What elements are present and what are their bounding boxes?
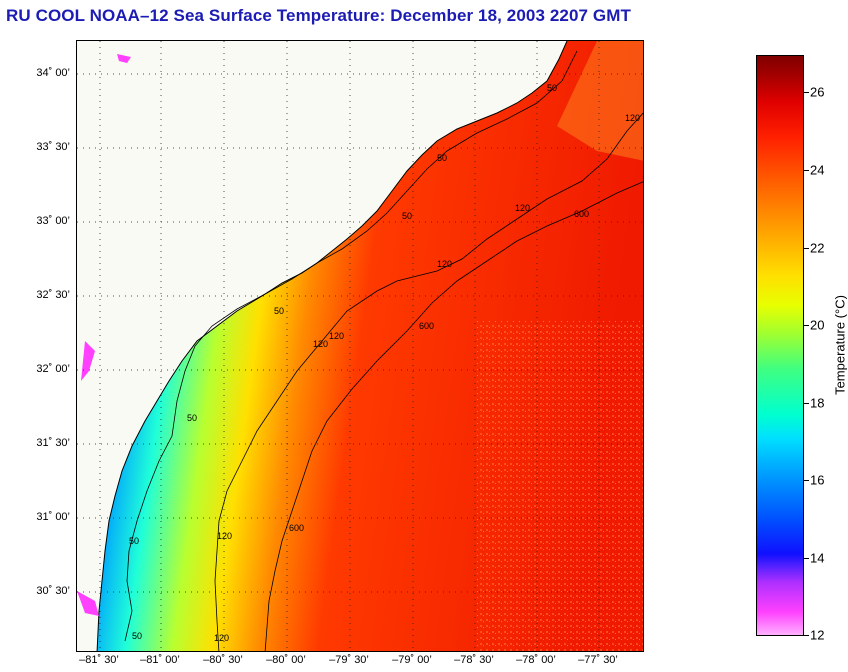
latitude-label: 33˚ 30’ (36, 141, 70, 153)
latitude-label: 33˚ 00’ (36, 215, 70, 227)
longitude-label: –79˚ 30’ (329, 654, 369, 666)
contour-label: 50 (437, 153, 447, 163)
latitude-label: 34˚ 00’ (36, 67, 70, 79)
contour-label: 50 (132, 631, 142, 641)
longitude-label: –78˚ 00’ (516, 654, 556, 666)
colorbar-tick (804, 325, 809, 326)
colorbar-tick (804, 635, 809, 636)
longitude-label: –79˚ 00’ (392, 654, 432, 666)
longitude-label: –81˚ 30’ (79, 654, 119, 666)
contour-label: 120 (214, 633, 229, 643)
contour-label: 50 (402, 211, 412, 221)
contour-label: 120 (217, 531, 232, 541)
longitude-label: –77˚ 30’ (578, 654, 618, 666)
contour-label: 600 (419, 321, 434, 331)
colorbar-tick (804, 92, 809, 93)
temperature-colorbar (756, 55, 804, 636)
land-area (77, 41, 567, 651)
colorbar-tick-label: 16 (810, 472, 825, 488)
latitude-label: 31˚ 00’ (36, 511, 70, 523)
longitude-label: –80˚ 30’ (203, 654, 243, 666)
contour-label: 120 (515, 203, 530, 213)
colorbar-tick (804, 248, 809, 249)
colorbar-tick-label: 20 (810, 317, 825, 333)
contour-label: 120 (625, 113, 640, 123)
contour-label: 120 (329, 331, 344, 341)
colorbar-tick-label: 14 (810, 550, 825, 566)
colorbar-tick-label: 24 (810, 162, 825, 178)
colorbar-tick-label: 26 (810, 84, 825, 100)
colorbar-title: Temperature (°C) (832, 295, 848, 395)
colorbar-tick-label: 22 (810, 240, 825, 256)
colorbar-tick (804, 403, 809, 404)
colorbar-tick-label: 18 (810, 395, 825, 411)
contour-label: 120 (313, 339, 328, 349)
contour-label: 50 (547, 83, 557, 93)
longitude-label: –80˚ 00’ (266, 654, 306, 666)
colorbar-tick (804, 480, 809, 481)
contour-label: 600 (574, 209, 589, 219)
latitude-label: 30˚ 30’ (36, 585, 70, 597)
contour-label: 50 (274, 306, 284, 316)
sst-map-image: 50 50 50 50 50 50 120 120 120 120 120 12… (77, 41, 643, 651)
contour-label: 50 (187, 413, 197, 423)
contour-label: 50 (129, 536, 139, 546)
sst-map[interactable]: 50 50 50 50 50 50 120 120 120 120 120 12… (76, 40, 644, 652)
contour-600m (264, 181, 643, 651)
colorbar-tick (804, 558, 809, 559)
latitude-label: 32˚ 00’ (36, 363, 70, 375)
page-title: RU COOL NOAA–12 Sea Surface Temperature:… (6, 6, 631, 25)
latitude-label: 32˚ 30’ (36, 289, 70, 301)
contour-label: 120 (437, 259, 452, 269)
colorbar-tick (804, 170, 809, 171)
contour-120m (214, 112, 643, 651)
longitude-label: –81˚ 00’ (140, 654, 180, 666)
contour-label: 600 (289, 523, 304, 533)
longitude-label: –78˚ 30’ (454, 654, 494, 666)
colorbar-tick-label: 12 (810, 627, 825, 643)
contour-50m (124, 50, 578, 642)
latitude-label: 31˚ 30’ (36, 437, 70, 449)
